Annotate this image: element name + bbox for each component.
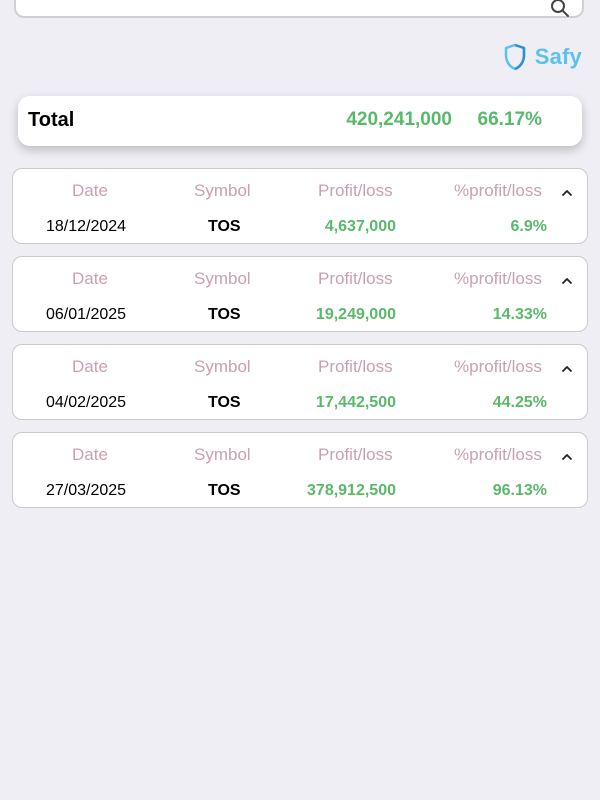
symbol-header: Symbol (194, 445, 251, 464)
trade-list: Date Symbol Profit/loss %profit/loss 18/… (12, 168, 588, 520)
profit-loss-header: Profit/loss (318, 357, 393, 376)
search-field[interactable] (14, 0, 584, 18)
profit-loss-header: Profit/loss (318, 181, 393, 200)
chevron-up-icon[interactable] (557, 359, 577, 379)
date-header: Date (72, 445, 108, 464)
symbol-header: Symbol (194, 357, 251, 376)
chevron-up-icon[interactable] (557, 183, 577, 203)
total-label: Total (28, 109, 75, 131)
percent-profit-loss-header: %profit/loss (454, 445, 542, 464)
date-header: Date (72, 269, 108, 288)
trade-card[interactable]: Date Symbol Profit/loss %profit/loss 27/… (12, 432, 588, 508)
trade-symbol: TOS (208, 482, 241, 499)
symbol-header: Symbol (194, 269, 251, 288)
brand: Safy (503, 42, 582, 72)
search-icon[interactable] (548, 0, 572, 20)
date-header: Date (72, 357, 108, 376)
date-header: Date (72, 181, 108, 200)
trade-symbol: TOS (208, 218, 241, 235)
trade-date: 04/02/2025 (46, 394, 127, 411)
trade-profit-loss-percent: 14.33% (492, 306, 547, 323)
shield-logo-icon (504, 43, 525, 71)
percent-profit-loss-header: %profit/loss (454, 357, 542, 376)
profit-loss-header: Profit/loss (318, 269, 393, 288)
trade-profit-loss-percent: 44.25% (492, 394, 547, 411)
trade-profit-loss-percent: 96.13% (492, 482, 547, 499)
trade-card[interactable]: Date Symbol Profit/loss %profit/loss 04/… (12, 344, 588, 420)
percent-profit-loss-header: %profit/loss (454, 181, 542, 200)
chevron-up-icon[interactable] (557, 271, 577, 291)
trade-profit-loss: 17,442,500 (315, 394, 396, 411)
symbol-header: Symbol (194, 181, 251, 200)
trade-card[interactable]: Date Symbol Profit/loss %profit/loss 18/… (12, 168, 588, 244)
chevron-up-icon[interactable] (557, 447, 577, 467)
trade-profit-loss: 378,912,500 (307, 482, 396, 499)
trade-profit-loss: 4,637,000 (324, 218, 396, 235)
total-profit-loss: 420,241,000 (346, 109, 452, 130)
trade-profit-loss: 19,249,000 (315, 306, 396, 323)
trade-date: 18/12/2024 (46, 218, 127, 235)
percent-profit-loss-header: %profit/loss (454, 269, 542, 288)
trade-card[interactable]: Date Symbol Profit/loss %profit/loss 06/… (12, 256, 588, 332)
trade-symbol: TOS (208, 394, 241, 411)
trade-symbol: TOS (208, 306, 241, 323)
brand-name: Safy (534, 44, 582, 69)
trade-date: 06/01/2025 (46, 306, 127, 323)
total-summary-card: Total 420,241,000 66.17% (18, 96, 582, 146)
trade-date: 27/03/2025 (46, 482, 127, 499)
trade-profit-loss-percent: 6.9% (510, 218, 547, 235)
total-profit-loss-percent: 66.17% (477, 109, 542, 130)
profit-loss-header: Profit/loss (318, 445, 393, 464)
